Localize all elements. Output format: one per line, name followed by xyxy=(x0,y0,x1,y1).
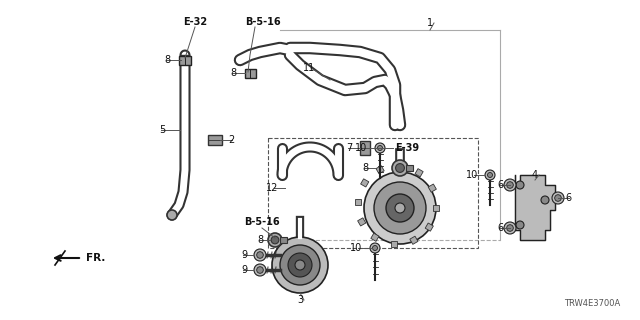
Text: 6: 6 xyxy=(565,193,571,203)
Text: 3: 3 xyxy=(297,295,303,305)
Text: 8: 8 xyxy=(164,55,170,65)
Bar xyxy=(268,138,478,248)
Text: 1: 1 xyxy=(427,18,433,28)
Bar xyxy=(391,241,397,247)
Circle shape xyxy=(378,146,383,150)
Circle shape xyxy=(386,194,414,222)
Bar xyxy=(371,233,379,241)
Text: FR.: FR. xyxy=(86,253,106,263)
Circle shape xyxy=(268,233,282,247)
Bar xyxy=(406,165,413,171)
Circle shape xyxy=(392,160,408,176)
Bar xyxy=(360,141,370,155)
Bar xyxy=(433,205,439,211)
Circle shape xyxy=(374,182,426,234)
Text: 6: 6 xyxy=(497,180,503,190)
Polygon shape xyxy=(515,175,555,240)
Circle shape xyxy=(257,267,263,273)
Circle shape xyxy=(288,253,312,277)
Circle shape xyxy=(507,225,513,231)
Bar xyxy=(244,68,255,77)
Text: E-32: E-32 xyxy=(183,17,207,27)
Circle shape xyxy=(375,143,385,153)
Circle shape xyxy=(272,237,328,293)
Text: E-39: E-39 xyxy=(395,143,419,153)
Bar xyxy=(360,179,369,187)
Bar xyxy=(355,199,361,205)
Circle shape xyxy=(507,182,513,188)
Bar xyxy=(208,135,222,145)
Text: 10: 10 xyxy=(466,170,478,180)
Text: 6: 6 xyxy=(497,223,503,233)
Circle shape xyxy=(395,203,405,213)
Text: 12: 12 xyxy=(266,183,278,193)
Circle shape xyxy=(485,170,495,180)
Circle shape xyxy=(257,252,263,258)
Bar xyxy=(280,237,287,243)
Bar xyxy=(376,166,384,174)
Text: B-5-16: B-5-16 xyxy=(244,217,280,227)
Text: 9: 9 xyxy=(241,250,247,260)
Bar xyxy=(410,236,418,244)
Text: TRW4E3700A: TRW4E3700A xyxy=(564,299,620,308)
Circle shape xyxy=(372,245,378,251)
Text: 10: 10 xyxy=(355,143,367,153)
Bar xyxy=(397,163,403,169)
Circle shape xyxy=(295,260,305,270)
Circle shape xyxy=(555,195,561,201)
Text: B-5-16: B-5-16 xyxy=(245,17,281,27)
Circle shape xyxy=(254,264,266,276)
Text: 2: 2 xyxy=(228,135,234,145)
Bar xyxy=(428,184,436,192)
Text: 8: 8 xyxy=(257,235,263,245)
Text: 4: 4 xyxy=(532,170,538,180)
Text: 10: 10 xyxy=(349,243,362,253)
Bar xyxy=(179,55,191,65)
Circle shape xyxy=(516,221,524,229)
Circle shape xyxy=(516,181,524,189)
Circle shape xyxy=(271,236,279,244)
Circle shape xyxy=(504,222,516,234)
Circle shape xyxy=(552,192,564,204)
Circle shape xyxy=(167,210,177,220)
Text: 5: 5 xyxy=(159,125,165,135)
Circle shape xyxy=(488,172,493,178)
Text: 11: 11 xyxy=(303,63,315,73)
Text: 9: 9 xyxy=(241,265,247,275)
Circle shape xyxy=(280,245,320,285)
Circle shape xyxy=(504,179,516,191)
Circle shape xyxy=(541,196,549,204)
Text: 7: 7 xyxy=(346,143,352,153)
Bar xyxy=(358,218,366,226)
Circle shape xyxy=(254,249,266,261)
Bar xyxy=(425,223,433,231)
Circle shape xyxy=(364,172,436,244)
Text: 8: 8 xyxy=(362,163,368,173)
Text: 8: 8 xyxy=(230,68,236,78)
Circle shape xyxy=(370,243,380,253)
Bar xyxy=(415,169,423,177)
Circle shape xyxy=(396,164,404,172)
